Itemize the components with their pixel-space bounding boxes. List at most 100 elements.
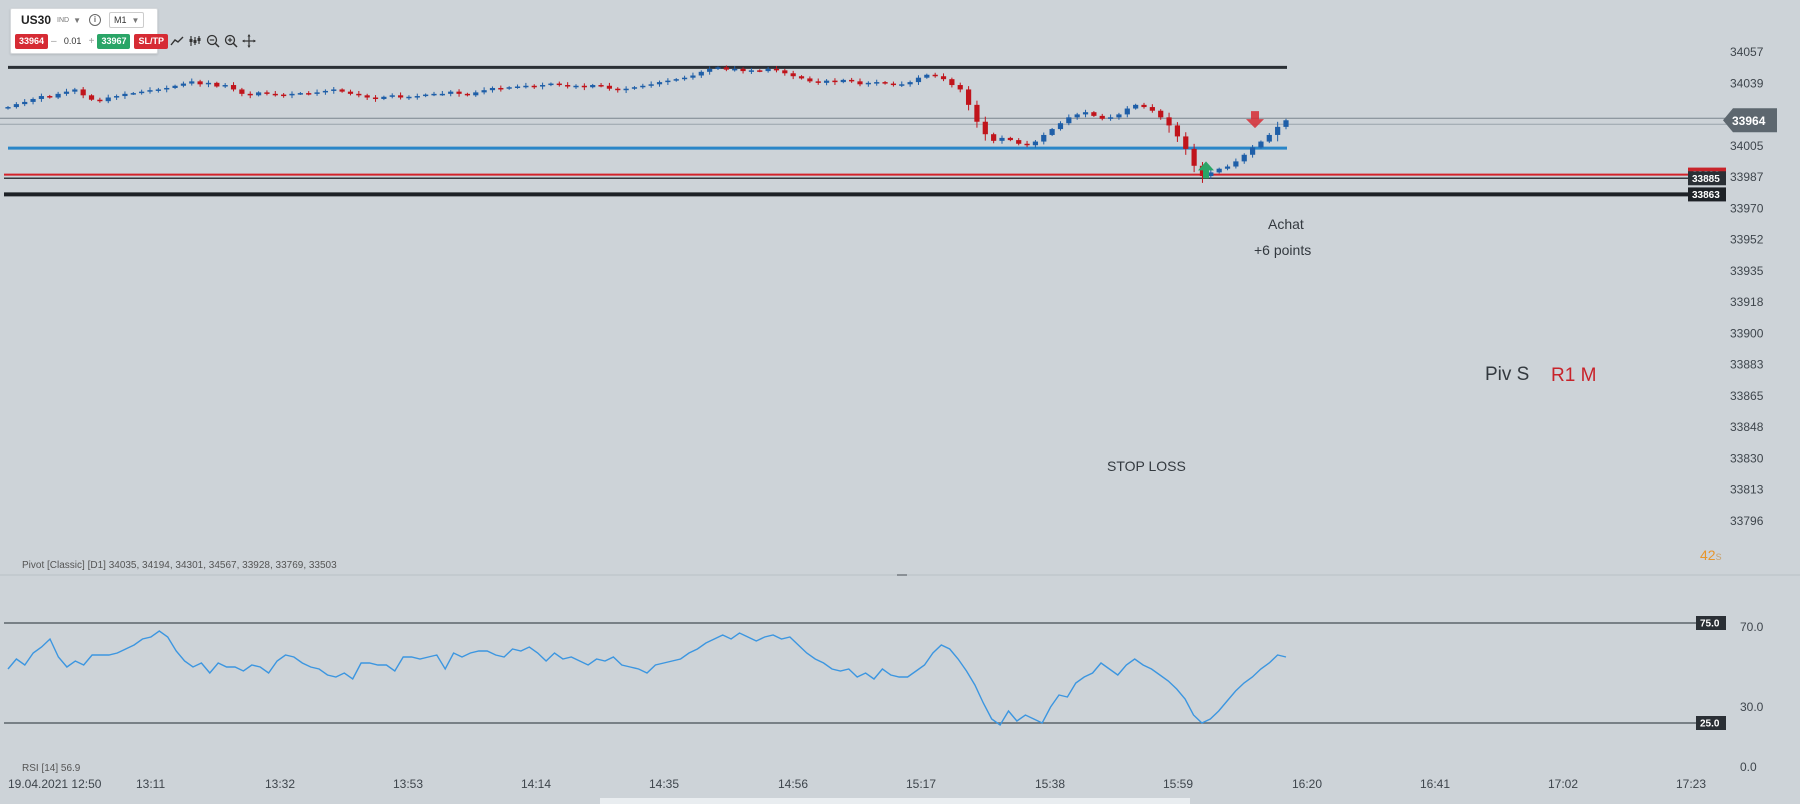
increase-quantity-button[interactable]: + <box>88 35 95 47</box>
candle-body <box>598 85 604 87</box>
candle-body <box>765 68 771 72</box>
candle-body <box>932 74 938 77</box>
candle-body <box>230 85 237 90</box>
rsi-axis-tick: 30.0 <box>1740 700 1764 714</box>
candle-body <box>1074 114 1080 118</box>
level-price-tag <box>1688 187 1726 202</box>
candle-body <box>506 87 512 89</box>
candle-body <box>531 85 537 88</box>
candle-body <box>464 93 471 96</box>
candle-body <box>331 89 337 91</box>
decrease-quantity-button[interactable]: – <box>51 35 57 47</box>
candle-body <box>1233 161 1239 167</box>
candle-body <box>1158 110 1164 118</box>
points-label: +6 points <box>1254 242 1311 258</box>
annotations: Achat +6 points Piv S R1 M STOP LOSS Piv… <box>22 216 1722 774</box>
candle-body <box>122 93 128 97</box>
level-price-tag <box>1688 171 1726 186</box>
candle-body <box>849 79 855 82</box>
candle-body <box>314 92 320 94</box>
candle-body <box>272 93 278 96</box>
candle-body <box>1016 140 1022 144</box>
candle-body <box>1007 137 1013 141</box>
candle-body <box>957 85 963 90</box>
time-axis-tick: 19.04.2021 12:50 <box>8 777 102 791</box>
chevron-down-icon: ▼ <box>131 15 140 25</box>
time-axis-tick: 15:17 <box>906 777 936 791</box>
candle-body <box>172 85 178 88</box>
symbol-label[interactable]: US30 <box>21 13 52 27</box>
candle-body <box>556 83 562 86</box>
candle-body <box>1174 125 1181 137</box>
quantity-input[interactable]: 0.01 <box>63 36 82 46</box>
symbol-dropdown-icon[interactable]: ▼ <box>73 15 82 25</box>
rsi-indicator-label[interactable]: RSI [14] 56.9 <box>22 763 81 774</box>
candle-body <box>397 95 404 98</box>
candle-body <box>1049 129 1055 135</box>
candle-body <box>715 67 721 69</box>
sl-tp-button[interactable]: SL/TP <box>134 33 168 49</box>
sell-button[interactable]: 33964 <box>15 33 49 49</box>
entry-arrow-icon <box>1198 161 1214 179</box>
panel-resize-handle <box>897 574 907 576</box>
price-axis-tick: 33918 <box>1730 295 1764 309</box>
candle-body <box>748 70 755 72</box>
buy-button[interactable]: 33967 <box>97 33 131 49</box>
horizontal-scrollbar <box>600 798 1190 804</box>
candle-body <box>723 67 729 70</box>
candle-body <box>1082 112 1089 115</box>
candle-body <box>189 81 195 84</box>
candle-body <box>823 80 830 83</box>
candle-body <box>297 93 303 95</box>
candle-body <box>707 68 713 72</box>
timeframe-value: M1 <box>114 15 127 25</box>
candle-body <box>389 95 395 97</box>
trend-line-icon[interactable] <box>168 32 186 50</box>
candle-body <box>456 91 462 94</box>
crosshair-icon[interactable] <box>240 32 258 50</box>
indicators-icon[interactable] <box>186 32 204 50</box>
candle-body <box>573 85 579 88</box>
candle-body <box>364 95 370 98</box>
candle-body <box>239 89 245 94</box>
candle-body <box>63 91 70 94</box>
candle-body <box>139 91 145 94</box>
info-icon[interactable]: i <box>89 14 102 26</box>
zoom-out-icon[interactable] <box>204 32 222 50</box>
candle-body <box>1191 148 1197 166</box>
zoom-in-icon[interactable] <box>222 32 240 50</box>
rsi-upper-tag <box>1696 616 1726 630</box>
candle-body <box>615 88 621 91</box>
price-axis-tick: 33970 <box>1730 201 1764 215</box>
time-axis-tick: 16:41 <box>1420 777 1450 791</box>
candle-body <box>698 71 704 76</box>
price-axis-tick: 33813 <box>1730 483 1764 497</box>
price-axis-tick: 33865 <box>1730 389 1764 403</box>
candle-body <box>439 93 445 96</box>
piv-s-label: Piv S <box>1485 364 1529 385</box>
price-plot[interactable] <box>0 65 1740 197</box>
candle-body <box>80 89 86 96</box>
candle-body <box>356 93 362 96</box>
candle-body <box>473 92 479 96</box>
candle-body <box>47 96 53 98</box>
candle-body <box>55 93 61 98</box>
candle-body <box>30 98 36 102</box>
candle-body <box>214 82 220 87</box>
price-axis-tick: 34057 <box>1730 45 1764 59</box>
rsi-upper-value: 75.0 <box>1700 619 1720 630</box>
candle-body <box>105 97 111 102</box>
candle-body <box>1107 117 1114 119</box>
candle-body <box>88 95 95 100</box>
rsi-plot[interactable]: 75.0 25.0 70.0 30.0 0.0 <box>4 616 1764 774</box>
time-axis-tick: 14:14 <box>521 777 551 791</box>
candle-body <box>1199 165 1206 177</box>
candle-body <box>673 79 679 81</box>
candle-body <box>523 85 529 88</box>
candle-body <box>264 92 270 94</box>
candle-body <box>974 104 980 122</box>
candle-body <box>13 104 19 108</box>
pivot-indicator-label[interactable]: Pivot [Classic] [D1] 34035, 34194, 34301… <box>22 560 337 571</box>
timeframe-select[interactable]: M1 ▼ <box>109 12 145 28</box>
